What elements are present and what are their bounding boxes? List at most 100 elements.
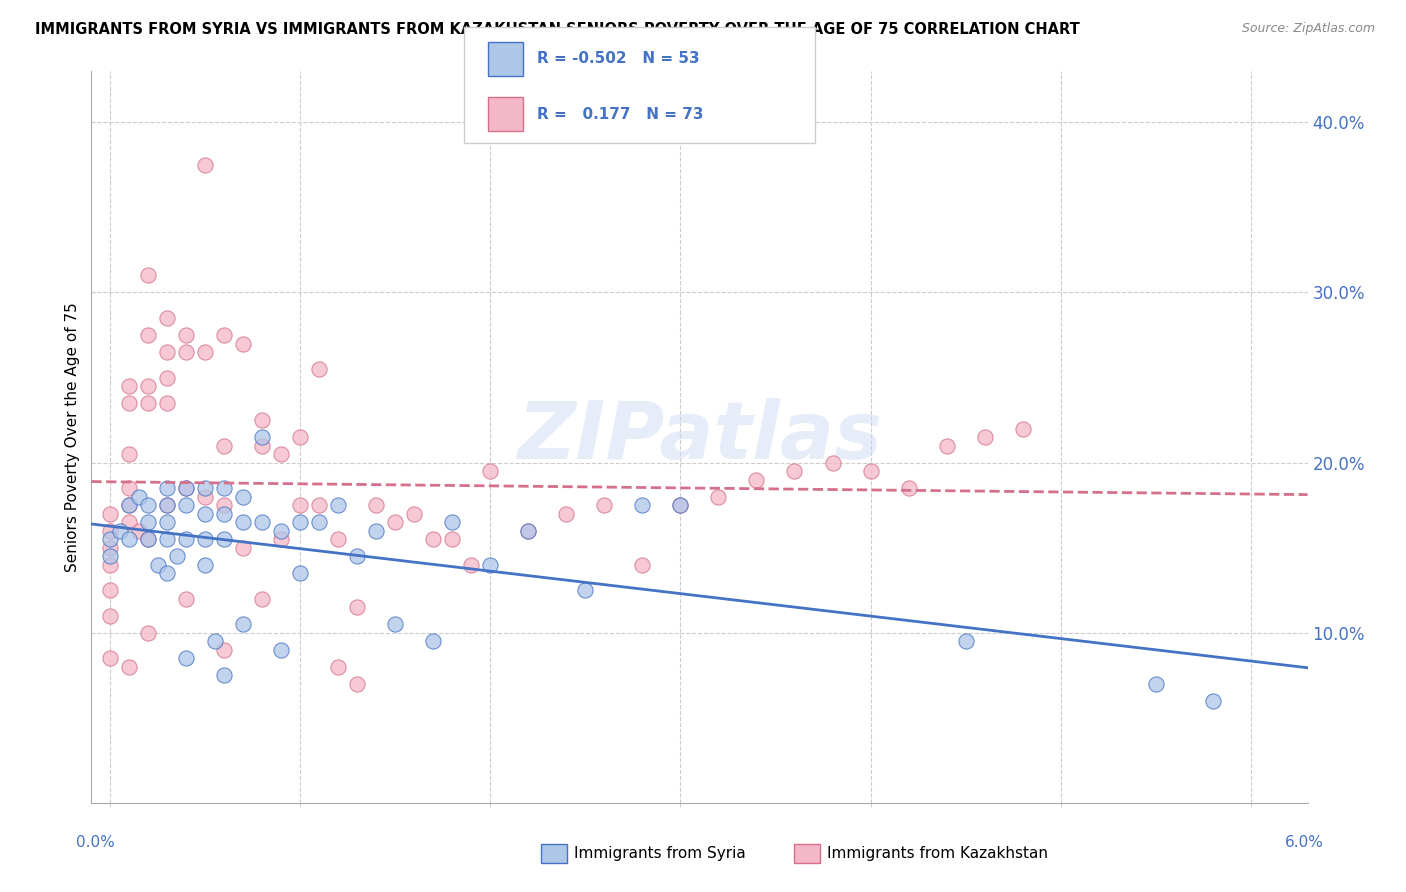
Point [176, 481, 198, 495]
Point [156, 481, 179, 495]
Point [631, 558, 654, 572]
Point [479, 558, 502, 572]
Point [404, 507, 426, 521]
Point [138, 532, 160, 546]
Point [707, 490, 730, 504]
Point [194, 158, 217, 172]
Text: Immigrants from Syria: Immigrants from Syria [574, 847, 745, 861]
Point [290, 566, 312, 581]
Point [156, 396, 179, 410]
Point [308, 515, 330, 529]
Point [118, 447, 141, 461]
Point [214, 481, 236, 495]
Point [308, 498, 330, 512]
Point [897, 481, 920, 495]
Point [138, 625, 160, 640]
Point [176, 591, 198, 606]
Point [194, 490, 217, 504]
Point [441, 532, 464, 546]
Point [156, 498, 179, 512]
Point [156, 345, 179, 359]
Point [252, 515, 274, 529]
Point [232, 515, 254, 529]
Point [118, 396, 141, 410]
Point [156, 532, 179, 546]
Point [555, 507, 578, 521]
Point [290, 430, 312, 444]
Point [204, 634, 226, 648]
Point [252, 591, 274, 606]
Point [308, 362, 330, 376]
Point [118, 532, 141, 546]
Point [214, 439, 236, 453]
Point [118, 379, 141, 393]
Point [100, 541, 122, 555]
Point [118, 498, 141, 512]
Point [346, 549, 368, 563]
Point [346, 677, 368, 691]
Point [745, 473, 768, 487]
Point [290, 498, 312, 512]
Point [631, 498, 654, 512]
Text: R =   0.177   N = 73: R = 0.177 N = 73 [537, 107, 703, 121]
Point [441, 515, 464, 529]
Point [232, 336, 254, 351]
Point [232, 617, 254, 632]
Point [935, 439, 957, 453]
Point [176, 328, 198, 343]
Point [252, 439, 274, 453]
Point [669, 498, 692, 512]
Point [1144, 677, 1167, 691]
Point [821, 456, 844, 470]
Point [100, 549, 122, 563]
Point [669, 498, 692, 512]
Point [118, 498, 141, 512]
Point [138, 515, 160, 529]
Point [1011, 421, 1033, 435]
Point [232, 541, 254, 555]
Point [118, 481, 141, 495]
Point [100, 558, 122, 572]
Text: 6.0%: 6.0% [1285, 836, 1324, 850]
Point [859, 464, 882, 478]
Point [146, 558, 169, 572]
Point [783, 464, 806, 478]
Point [460, 558, 482, 572]
Point [270, 447, 292, 461]
Point [138, 532, 160, 546]
Point [194, 558, 217, 572]
Point [138, 498, 160, 512]
Point [328, 659, 350, 673]
Point [108, 524, 131, 538]
Point [118, 659, 141, 673]
Point [100, 532, 122, 546]
Text: R = -0.502   N = 53: R = -0.502 N = 53 [537, 52, 700, 66]
Point [384, 515, 406, 529]
Point [194, 345, 217, 359]
Point [252, 413, 274, 427]
Point [422, 634, 444, 648]
Point [955, 634, 977, 648]
Point [479, 464, 502, 478]
Point [214, 532, 236, 546]
Point [422, 532, 444, 546]
Point [328, 532, 350, 546]
Point [176, 532, 198, 546]
Point [214, 507, 236, 521]
Point [270, 642, 292, 657]
Point [973, 430, 995, 444]
Point [214, 328, 236, 343]
Point [366, 498, 388, 512]
Point [138, 379, 160, 393]
Point [214, 668, 236, 682]
Point [176, 345, 198, 359]
Point [156, 515, 179, 529]
Point [176, 481, 198, 495]
Point [100, 608, 122, 623]
Point [366, 524, 388, 538]
Point [194, 481, 217, 495]
Point [138, 328, 160, 343]
Point [100, 651, 122, 665]
Point [118, 515, 141, 529]
Point [128, 490, 150, 504]
